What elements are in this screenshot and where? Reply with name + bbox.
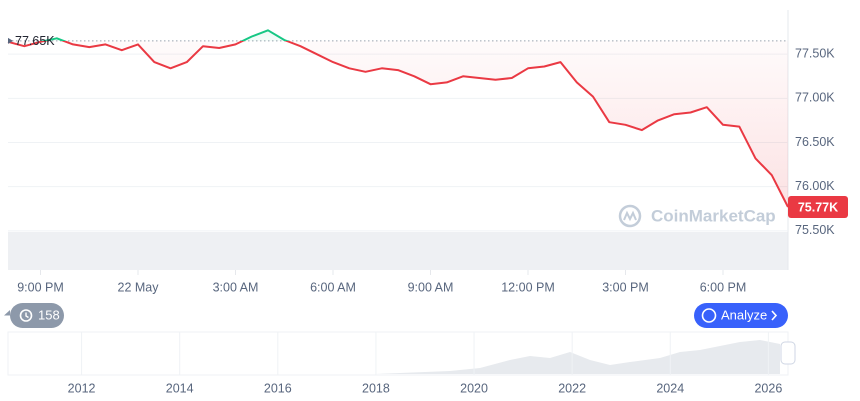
x-tick-label: 3:00 PM <box>602 280 649 294</box>
x-tick-label: 12:00 PM <box>501 280 555 294</box>
navigator-axis: 2012 2014 2016 2018 2020 2022 2024 2026 <box>68 332 782 395</box>
history-count: 158 <box>38 307 60 322</box>
navigator-tick-label: 2016 <box>264 381 292 395</box>
analyze-button[interactable]: Analyze <box>694 303 788 328</box>
navigator-tick-label: 2024 <box>656 381 684 395</box>
navigator-tick-label: 2012 <box>68 381 96 395</box>
y-tick-label: 75.50K <box>795 223 835 237</box>
x-tick-label: 3:00 AM <box>213 280 259 294</box>
navigator <box>7 331 796 376</box>
last-price-badge <box>788 195 848 218</box>
navigator-tick-label: 2020 <box>460 381 488 395</box>
plot <box>7 29 789 275</box>
y-tick-label: 77.00K <box>795 91 835 105</box>
navigator-tick-label: 2018 <box>362 381 390 395</box>
price-area <box>8 30 788 207</box>
y-tick-label: 77.50K <box>795 46 835 60</box>
x-tick-label: 9:00 AM <box>408 280 454 294</box>
volume-band <box>8 232 788 270</box>
x-tick-label: 6:00 PM <box>700 280 747 294</box>
reference-marker <box>8 37 13 44</box>
price-line <box>7 29 789 208</box>
analyze-label: Analyze <box>721 307 767 322</box>
y-tick-label: 76.00K <box>795 179 835 193</box>
watermark-text: CoinMarketCap <box>651 206 776 225</box>
y-tick-label: 76.50K <box>795 135 835 149</box>
x-tick-label: 9:00 PM <box>17 280 64 294</box>
history-button[interactable]: 158 <box>4 303 64 328</box>
watermark: CoinMarketCap <box>618 204 776 228</box>
navigator-tick-label: 2022 <box>558 381 586 395</box>
x-tick-label: 6:00 AM <box>310 280 356 294</box>
x-tick-label: 22 May <box>118 280 160 294</box>
reference-label: 77.65K <box>15 34 55 48</box>
navigator-tick-label: 2014 <box>166 381 194 395</box>
navigator-tick-label: 2026 <box>754 381 782 395</box>
last-price-label: 75.77K <box>798 200 838 214</box>
